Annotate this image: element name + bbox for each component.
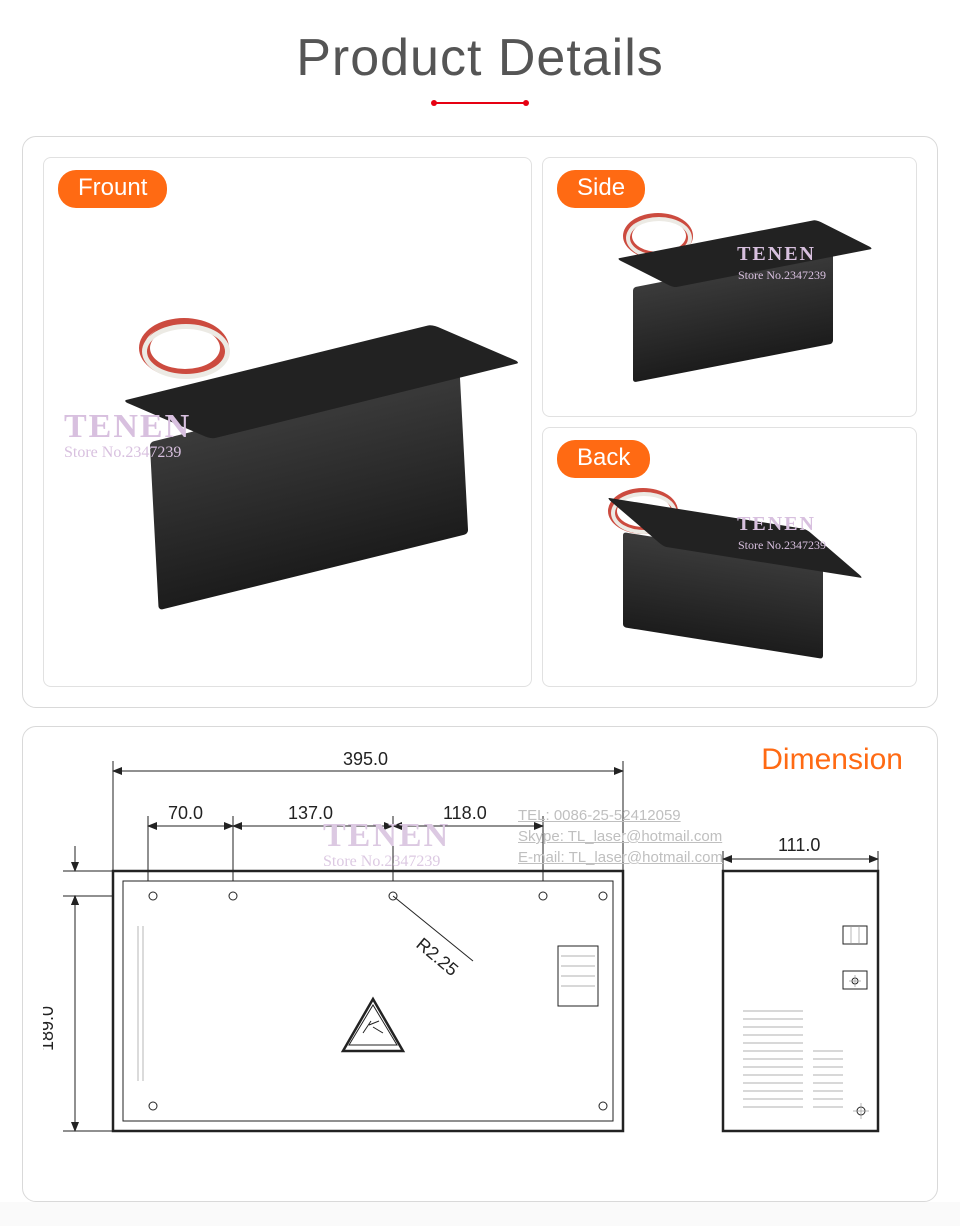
dim-radius: R2.25 xyxy=(412,934,462,980)
dim-seg-a: 70.0 xyxy=(168,803,203,823)
page-title: Product Details xyxy=(0,28,960,88)
dim-seg-b: 137.0 xyxy=(288,803,333,823)
dim-top-width: 395.0 xyxy=(343,751,388,769)
title-underline xyxy=(434,102,526,104)
back-view-card: Back TENEN Store No.2347239 xyxy=(542,427,917,687)
product-views-panel: Frount TENEN Store No.2347239 Side TENEN… xyxy=(22,136,938,708)
side-view-card: Side TENEN Store No.2347239 xyxy=(542,157,917,417)
front-label: Frount xyxy=(58,170,167,208)
dimension-panel: Dimension TENEN Store No.2347239 TEL: 00… xyxy=(22,726,938,1202)
dimension-title: Dimension xyxy=(761,743,903,777)
dim-side-width: 111.0 xyxy=(778,835,820,855)
front-view-card: Frount TENEN Store No.2347239 xyxy=(43,157,532,687)
psu-side-illustration xyxy=(633,249,833,383)
dimension-drawing: 395.0 70.0 137.0 118.0 5.0 189.0 xyxy=(43,751,923,1181)
psu-front-illustration xyxy=(150,366,468,610)
side-label: Side xyxy=(557,170,645,208)
title-section: Product Details xyxy=(0,0,960,122)
dim-gap-top: 5.0 xyxy=(43,841,47,866)
dim-seg-c: 118.0 xyxy=(443,803,487,823)
dim-left-height: 189.0 xyxy=(43,1006,57,1051)
back-label: Back xyxy=(557,440,650,478)
page: Product Details Frount TENEN Store No.23… xyxy=(0,0,960,1202)
psu-back-illustration xyxy=(623,532,823,659)
